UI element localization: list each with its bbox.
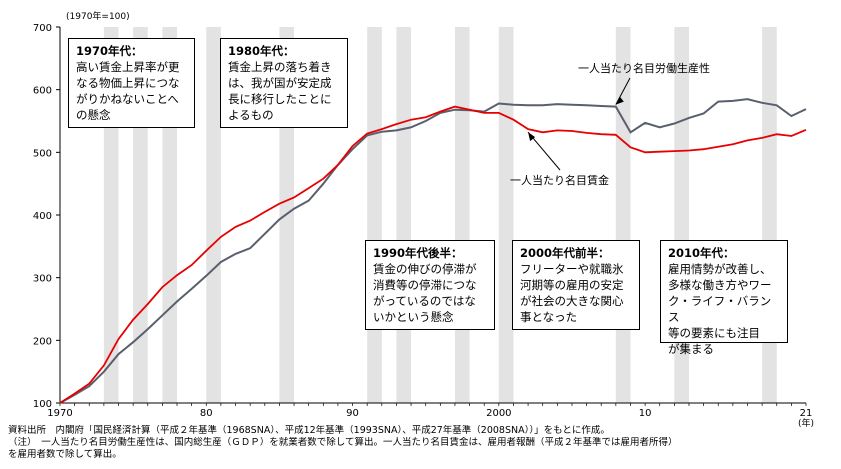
note-2: を雇用者数で除して算出。 — [8, 449, 122, 460]
shaded-band — [367, 27, 382, 403]
leader-arrow — [615, 96, 624, 105]
shaded-band — [396, 27, 412, 403]
x-tick-label: 21 — [800, 408, 813, 419]
y-tick-label: 400 — [33, 211, 52, 222]
y-tick-label: 600 — [33, 86, 52, 97]
series-label: 一人当たり名目賃金 — [510, 173, 609, 187]
shaded-band — [615, 27, 631, 403]
annotation-title: 1970年代： — [76, 44, 143, 58]
annotation-body: 賃金上昇の落ち着き は、我が国が安定成 長に移行したことに よるもの — [228, 60, 332, 122]
y-tick-label: 100 — [33, 399, 52, 410]
annotation-1980s: 1980年代： 賃金上昇の落ち着き は、我が国が安定成 長に移行したことに よる… — [220, 38, 348, 128]
chart-lines — [59, 98, 807, 404]
annotation-body: 賃金の伸びの停滞が 消費等の停滞につな がっているのではな いかという懸念 — [373, 262, 477, 324]
annotation-2000s-early: 2000年代前半： フリーターや就職氷 河期等の雇用の安定 が社会の大きな関心 … — [512, 240, 640, 330]
x-tick-label: 1970 — [47, 408, 72, 419]
y-tick-label: 700 — [33, 23, 52, 34]
shaded-band — [206, 27, 221, 403]
x-tick-label: 10 — [639, 408, 652, 419]
annotation-1990s-late: 1990年代後半： 賃金の伸びの停滞が 消費等の停滞につな がっているのではな … — [365, 240, 495, 330]
annotation-body: 高い賃金上昇率が更 なる物価上昇につな がりかねないことへ の懸念 — [76, 60, 180, 122]
annotation-title: 2000年代前半： — [520, 246, 610, 260]
series-line-0 — [59, 98, 807, 404]
x-tick-label: 2000 — [486, 408, 511, 419]
annotation-title: 1990年代後半： — [373, 246, 463, 260]
shaded-band — [498, 27, 514, 403]
y-tick-label: 500 — [33, 148, 52, 159]
annotation-title: 2010年代： — [668, 246, 735, 260]
series-label: 一人当たり名目労働生産性 — [578, 61, 710, 75]
y-tick-label: 300 — [33, 274, 52, 285]
note-1: （注） 一人当たり名目労働生産性は、国内総生産（ＧＤＰ）を就業者数で除して算出。… — [8, 437, 678, 448]
annotation-body: フリーターや就職氷 河期等の雇用の安定 が社会の大きな関心 事となった — [520, 262, 624, 324]
shaded-band — [454, 27, 470, 403]
source-note: 資料出所 内閣府「国民経済計算（平成２年基準（1968SNA）、平成12年基準（… — [8, 425, 610, 436]
annotation-1970s: 1970年代： 高い賃金上昇率が更 なる物価上昇につな がりかねないことへ の懸… — [68, 38, 195, 128]
y-tick-label: 200 — [33, 336, 52, 347]
annotation-body: 雇用情勢が改善し、 多様な働き方やワー ク・ライフ・バランス 等の要素にも注目 … — [668, 262, 772, 356]
y-unit-label: (1970年=100) — [66, 12, 130, 22]
x-tick-label: 90 — [346, 408, 359, 419]
x-tick-label: 80 — [200, 408, 213, 419]
series-line-1 — [59, 105, 807, 404]
annotation-title: 1980年代： — [228, 44, 295, 58]
leader-arrow — [528, 132, 536, 142]
annotation-2010s: 2010年代： 雇用情勢が改善し、 多様な働き方やワー ク・ライフ・バランス 等… — [660, 240, 788, 356]
chart-notes: 資料出所 内閣府「国民経済計算（平成２年基準（1968SNA）、平成12年基準（… — [8, 425, 838, 461]
chart-axes: 100 200 300 400 500 600 700 1970 80 90 2000 10 21 — [33, 23, 812, 419]
x-unit-label: (年) — [798, 419, 815, 429]
